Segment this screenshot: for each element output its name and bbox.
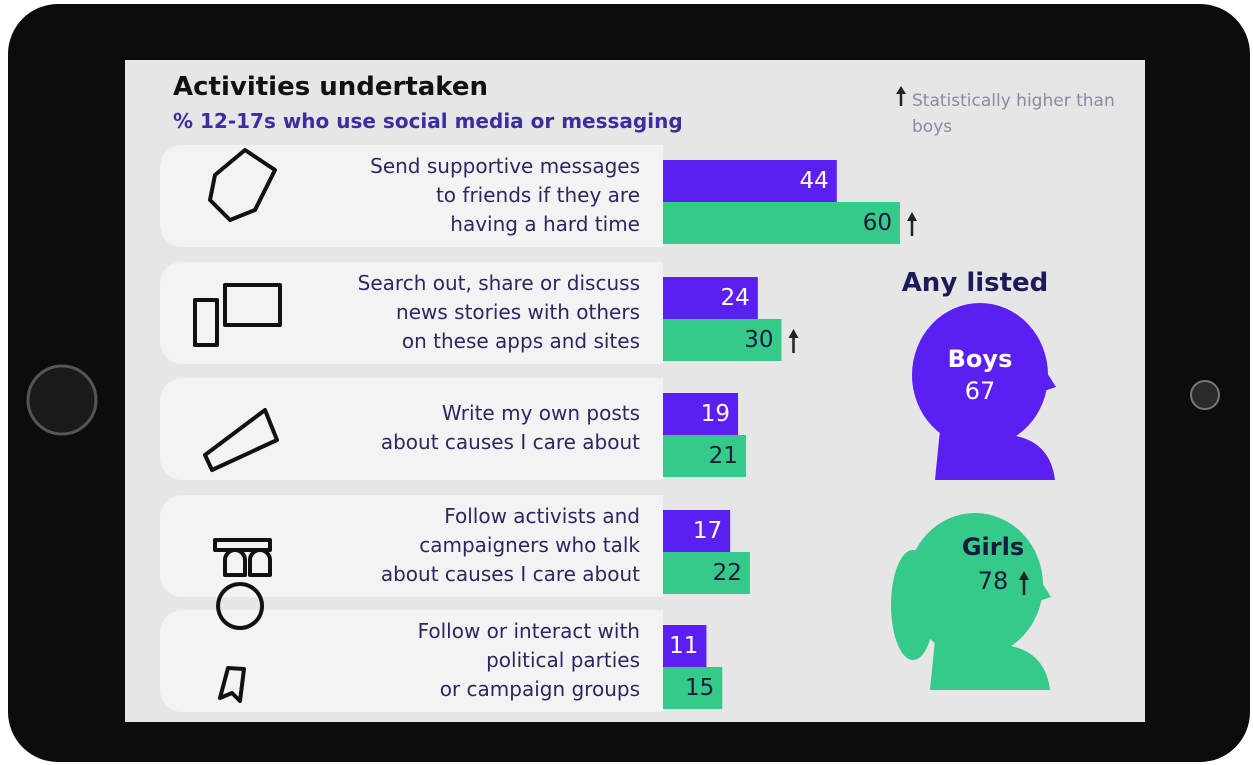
category-label: Send supportive messages to friends if t… xyxy=(370,153,640,236)
row-icon xyxy=(216,582,265,703)
note: Statistically higher than boys xyxy=(912,91,1115,137)
value-label: 22 xyxy=(712,560,742,586)
category-label: Follow activists and campaigners who tal… xyxy=(380,503,640,586)
category-label: Follow or interact with political partie… xyxy=(417,618,640,701)
value-label: 11 xyxy=(669,633,699,659)
total-title: Any listed xyxy=(901,268,1049,298)
row-panel xyxy=(160,610,663,712)
silhouette-body xyxy=(935,430,1055,480)
value-label: 17 xyxy=(692,518,723,544)
bar xyxy=(663,510,731,552)
value-label: 21 xyxy=(708,443,738,469)
row-panel xyxy=(160,495,663,597)
value-label: 30 xyxy=(744,327,774,353)
row-icon xyxy=(193,283,282,347)
row-panel xyxy=(160,378,663,480)
silhouette xyxy=(891,513,1051,690)
bar xyxy=(663,277,758,319)
row-icon xyxy=(208,148,277,222)
series-name: Girls xyxy=(961,533,1025,561)
category-label: Search out, share or discuss news storie… xyxy=(357,270,640,353)
row-icon xyxy=(213,538,272,577)
value-label: 24 xyxy=(720,285,750,311)
bar xyxy=(663,202,900,244)
total-label: 67 xyxy=(964,377,996,405)
bar xyxy=(663,435,746,477)
silhouette xyxy=(912,303,1056,480)
value-label: 60 xyxy=(862,210,892,236)
value-label: 19 xyxy=(700,401,731,427)
bar xyxy=(663,393,739,435)
row-panel xyxy=(160,145,663,247)
silhouette-nose xyxy=(1042,365,1056,391)
silhouette-head xyxy=(907,513,1043,657)
bar xyxy=(663,160,837,202)
bar xyxy=(663,625,707,667)
bar xyxy=(663,552,750,594)
silhouette-head xyxy=(912,303,1048,447)
chart-title: Activities undertaken xyxy=(173,72,489,102)
silhouette-ponytail xyxy=(891,550,935,660)
category-label: Write my own posts about causes I care a… xyxy=(380,401,640,454)
bar xyxy=(663,319,782,361)
chart-subtitle: % 12-17s who use social media or messagi… xyxy=(173,109,683,133)
silhouette-body xyxy=(930,640,1050,690)
higher-marker xyxy=(788,329,799,338)
value-label: 15 xyxy=(684,675,715,701)
bar xyxy=(663,667,723,709)
series-name: Boys xyxy=(947,345,1013,373)
row-panel xyxy=(160,262,663,364)
value-label: 44 xyxy=(799,168,829,194)
row-icon xyxy=(203,408,279,472)
total-label: 78 xyxy=(977,567,1009,595)
silhouette-nose xyxy=(1037,575,1051,601)
higher-marker xyxy=(907,212,917,221)
higher-marker xyxy=(1019,571,1029,580)
